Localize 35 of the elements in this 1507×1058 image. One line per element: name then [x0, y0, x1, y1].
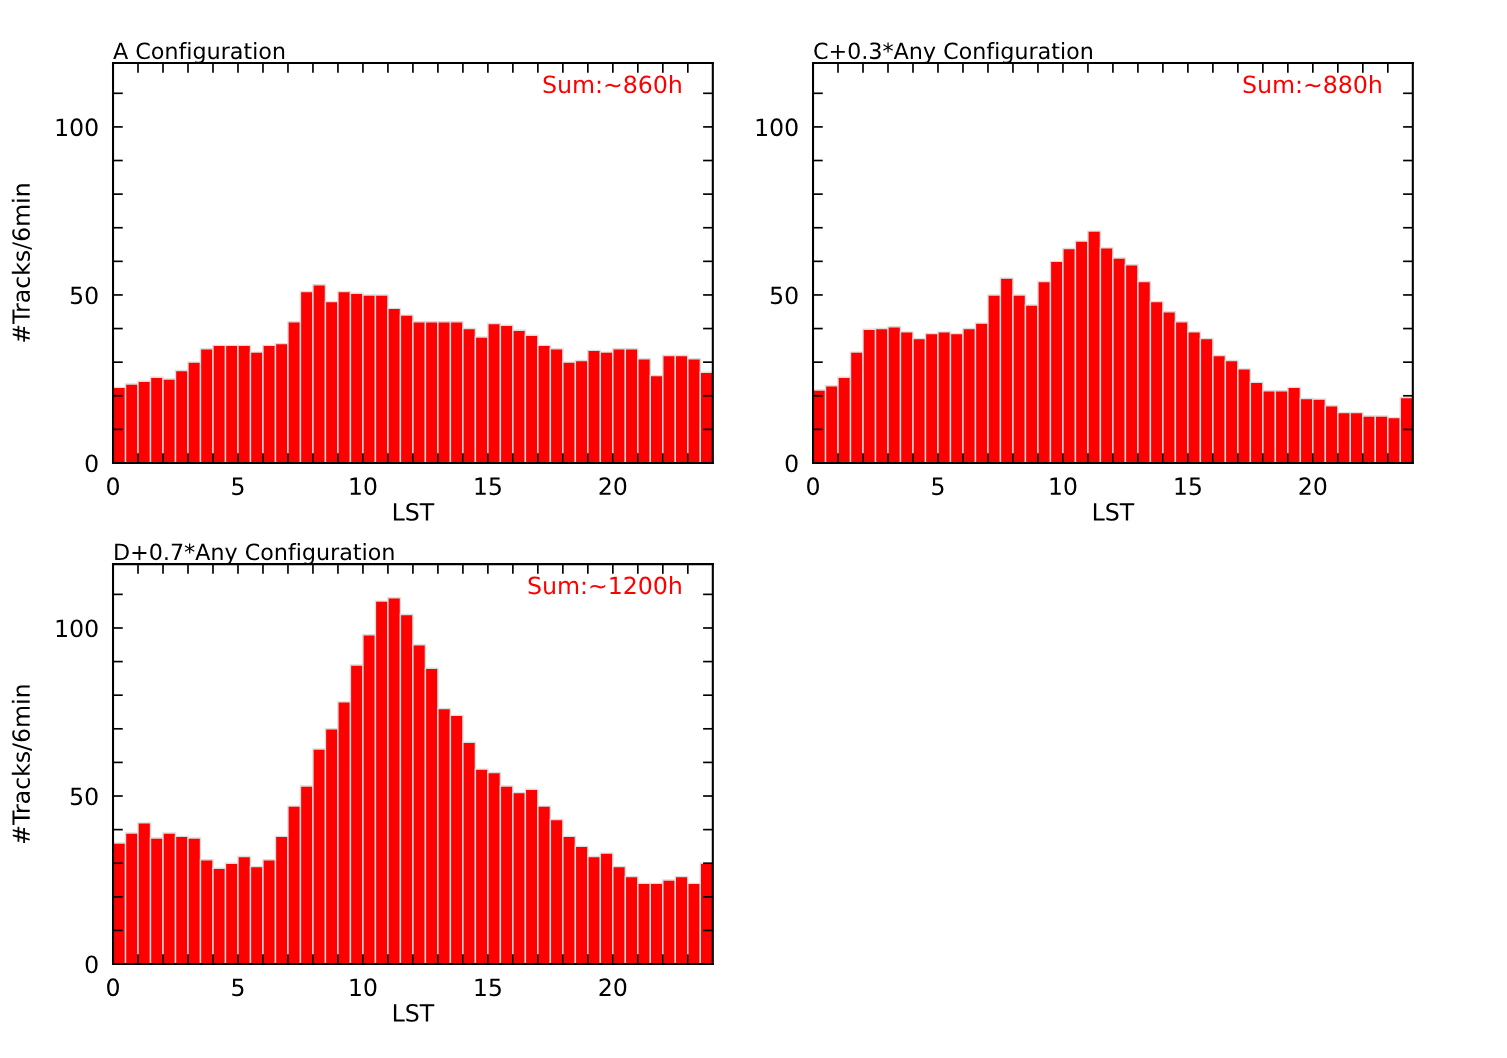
chart-title: A Configuration	[113, 42, 285, 64]
x-tick-label: 5	[232, 477, 244, 496]
annotation: Sum:~860h	[543, 75, 681, 94]
y-tick-label: 100	[56, 118, 98, 137]
y-tick-label: 0	[85, 955, 98, 974]
annotation: Sum:~1200h	[528, 576, 681, 595]
y-axis-title: #Tracks/6min	[11, 184, 32, 342]
y-tick-label: 100	[756, 118, 798, 137]
x-tick-label: 10	[350, 978, 377, 997]
x-tick-label: 20	[599, 978, 627, 997]
x-tick-label: 20	[1299, 477, 1327, 496]
y-tick-label: 50	[70, 286, 98, 305]
x-tick-label: 15	[475, 477, 501, 496]
y-tick-label: 50	[770, 286, 798, 305]
x-tick-label: 10	[350, 477, 377, 496]
x-axis-title: LST	[393, 1003, 435, 1022]
x-tick-label: 5	[932, 477, 944, 496]
x-tick-label: 15	[475, 978, 501, 997]
x-axis-title: LST	[393, 502, 435, 521]
y-tick-label: 0	[785, 454, 798, 473]
annotation: Sum:~880h	[1243, 75, 1381, 94]
x-tick-label: 0	[107, 978, 119, 997]
x-tick-label: 10	[1050, 477, 1077, 496]
y-tick-label: 100	[56, 619, 98, 638]
x-tick-label: 0	[807, 477, 819, 496]
chart-title: C+0.3*Any Configuration	[814, 42, 1092, 64]
x-tick-label: 5	[232, 978, 244, 997]
x-tick-label: 15	[1175, 477, 1201, 496]
chart-title: D+0.7*Any Configuration	[115, 543, 394, 565]
x-axis-title: LST	[1093, 502, 1135, 521]
y-tick-label: 50	[70, 787, 98, 806]
y-tick-label: 0	[85, 454, 98, 473]
x-tick-label: 20	[599, 477, 627, 496]
x-tick-label: 0	[107, 477, 119, 496]
y-axis-title: #Tracks/6min	[11, 685, 32, 843]
